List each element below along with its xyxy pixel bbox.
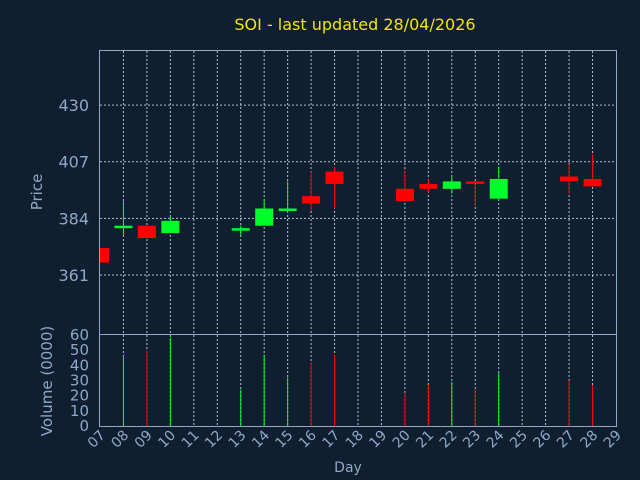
price-candles (99, 154, 602, 263)
candle-body (278, 208, 297, 211)
x-tick-label: 10 (155, 428, 179, 452)
candle-body (255, 208, 274, 226)
x-tick-label: 08 (108, 428, 132, 452)
candle-body (231, 228, 250, 231)
candle-body (161, 220, 180, 234)
volume-tick-label: 50 (70, 341, 89, 359)
candle-body (560, 176, 579, 182)
x-tick-label: 12 (202, 428, 226, 452)
x-tick-label: 17 (319, 428, 343, 452)
x-tick-label: 15 (273, 428, 297, 452)
volume-tick-label: 40 (70, 356, 89, 374)
volume-axis-label: Volume (0000) (38, 326, 56, 436)
volume-tick-label: 20 (70, 387, 89, 405)
volume-panel-frame (99, 334, 617, 427)
candle-body (395, 188, 414, 202)
x-tick-label: 22 (437, 428, 461, 452)
candle-body (137, 225, 156, 239)
volume-tick-label: 30 (70, 372, 89, 390)
price-tick-label: 407 (58, 153, 89, 172)
x-tick-label: 19 (366, 428, 390, 452)
volume-bars (122, 338, 594, 426)
x-tick-label: 09 (132, 428, 156, 452)
candle-body (419, 183, 438, 189)
x-tick-label: 26 (531, 427, 555, 451)
candle-body (325, 171, 344, 184)
price-tick-label: 361 (58, 266, 89, 285)
price-tick-label: 384 (58, 209, 89, 228)
chart-title: SOI - last updated 28/04/2026 (234, 15, 475, 34)
y-axis-label: Price (28, 174, 46, 211)
x-tick-label: 24 (484, 427, 508, 451)
volume-tick-label: 0 (79, 417, 89, 435)
x-tick-label: 11 (179, 428, 203, 452)
x-tick-label: 21 (413, 428, 437, 452)
candle-body (466, 181, 485, 184)
candle-body (114, 225, 133, 229)
x-tick-label: 16 (296, 427, 320, 451)
volume-tick-label: 60 (70, 326, 89, 344)
x-tick-label: 29 (601, 428, 625, 452)
x-tick-label: 14 (249, 427, 273, 451)
tick-labels: 07 08 09 10 11 12 13 14 15 16 17 18 19 20 21 22 23 24 25 26… (58, 96, 624, 451)
candle-body (489, 178, 508, 199)
x-tick-label: 27 (554, 428, 578, 452)
x-tick-label: 13 (226, 428, 250, 452)
volume-tick-label: 10 (70, 402, 89, 420)
price-tick-label: 430 (58, 96, 89, 115)
x-axis-label: Day (334, 460, 362, 476)
candle-body (583, 178, 602, 187)
grid-lines (100, 51, 616, 426)
x-tick-label: 25 (507, 428, 531, 452)
x-tick-label: 28 (577, 428, 601, 452)
candle-body (100, 247, 109, 263)
candle-body (302, 196, 321, 204)
x-tick-label: 23 (460, 428, 484, 452)
candle-body (442, 181, 461, 189)
x-tick-label: 20 (390, 428, 414, 452)
x-tick-label: 18 (343, 428, 367, 452)
